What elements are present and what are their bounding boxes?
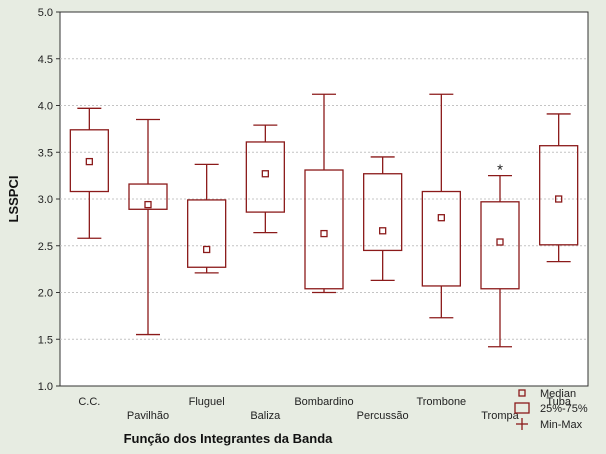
iqr-box (69, 129, 109, 193)
legend-box-swatch (514, 402, 530, 414)
x-category-label: Percussão (357, 410, 409, 422)
y-tick-label: 2.5 (38, 241, 53, 253)
x-category-label: C.C. (78, 396, 100, 408)
y-tick-label: 2.0 (38, 288, 53, 300)
y-tick-label: 4.0 (38, 101, 53, 113)
y-axis-title: LSSPCI (6, 176, 21, 223)
x-category-label: Trompa (481, 410, 519, 422)
median-marker (496, 238, 504, 246)
legend-median-label: Median (540, 388, 576, 400)
x-category-label: Bombardino (294, 396, 353, 408)
x-category-label: Baliza (250, 410, 281, 422)
y-tick-label: 1.0 (38, 381, 53, 393)
iqr-box (187, 199, 227, 268)
x-category-label: Tuba (546, 396, 572, 408)
legend-whisker-label: Min-Max (540, 419, 583, 431)
outlier-marker: * (497, 161, 503, 178)
median-marker (379, 227, 387, 235)
median-marker (261, 170, 269, 178)
median-marker (555, 195, 563, 203)
box-2 (128, 118, 168, 336)
median-marker (203, 245, 211, 254)
box-1 (69, 107, 109, 239)
x-axis-title: Função dos Integrantes da Banda (124, 431, 334, 446)
box-8: * (480, 161, 520, 348)
x-category-label: Trombone (416, 396, 466, 408)
box-6 (363, 156, 403, 281)
y-tick-label: 4.5 (38, 54, 53, 66)
median-marker (144, 200, 152, 209)
y-axis-ticks: 1.0 1.5 2.0 2.5 3.0 3.5 4.0 4.5 5.0 (38, 7, 60, 393)
box-9 (539, 113, 579, 263)
iqr-box (304, 169, 344, 290)
iqr-box (539, 145, 579, 246)
legend-box-label: 25%-75% (540, 403, 588, 415)
median-marker (437, 214, 445, 222)
median-marker (320, 229, 328, 238)
iqr-box (421, 190, 461, 287)
median-marker (85, 157, 93, 166)
x-category-label: Fluguel (189, 396, 225, 408)
box-3 (187, 163, 227, 274)
x-category-label: Pavilhão (127, 410, 169, 422)
y-tick-label: 3.0 (38, 194, 53, 206)
legend: Median 25%-75% Min-Max (514, 388, 588, 431)
box-4 (245, 124, 285, 234)
y-tick-label: 1.5 (38, 334, 53, 346)
box-7 (421, 93, 461, 319)
iqr-box (363, 173, 403, 252)
legend-median-swatch (518, 389, 526, 397)
x-axis-labels: C.C. Pavilhão Fluguel Baliza Bombardino Percu… (78, 396, 572, 422)
y-tick-label: 3.5 (38, 147, 53, 159)
box-5 (304, 93, 344, 294)
iqr-box (128, 183, 168, 210)
iqr-box (480, 201, 520, 290)
y-tick-label: 5.0 (38, 7, 53, 19)
iqr-box (245, 141, 285, 213)
boxes: * (69, 93, 579, 348)
